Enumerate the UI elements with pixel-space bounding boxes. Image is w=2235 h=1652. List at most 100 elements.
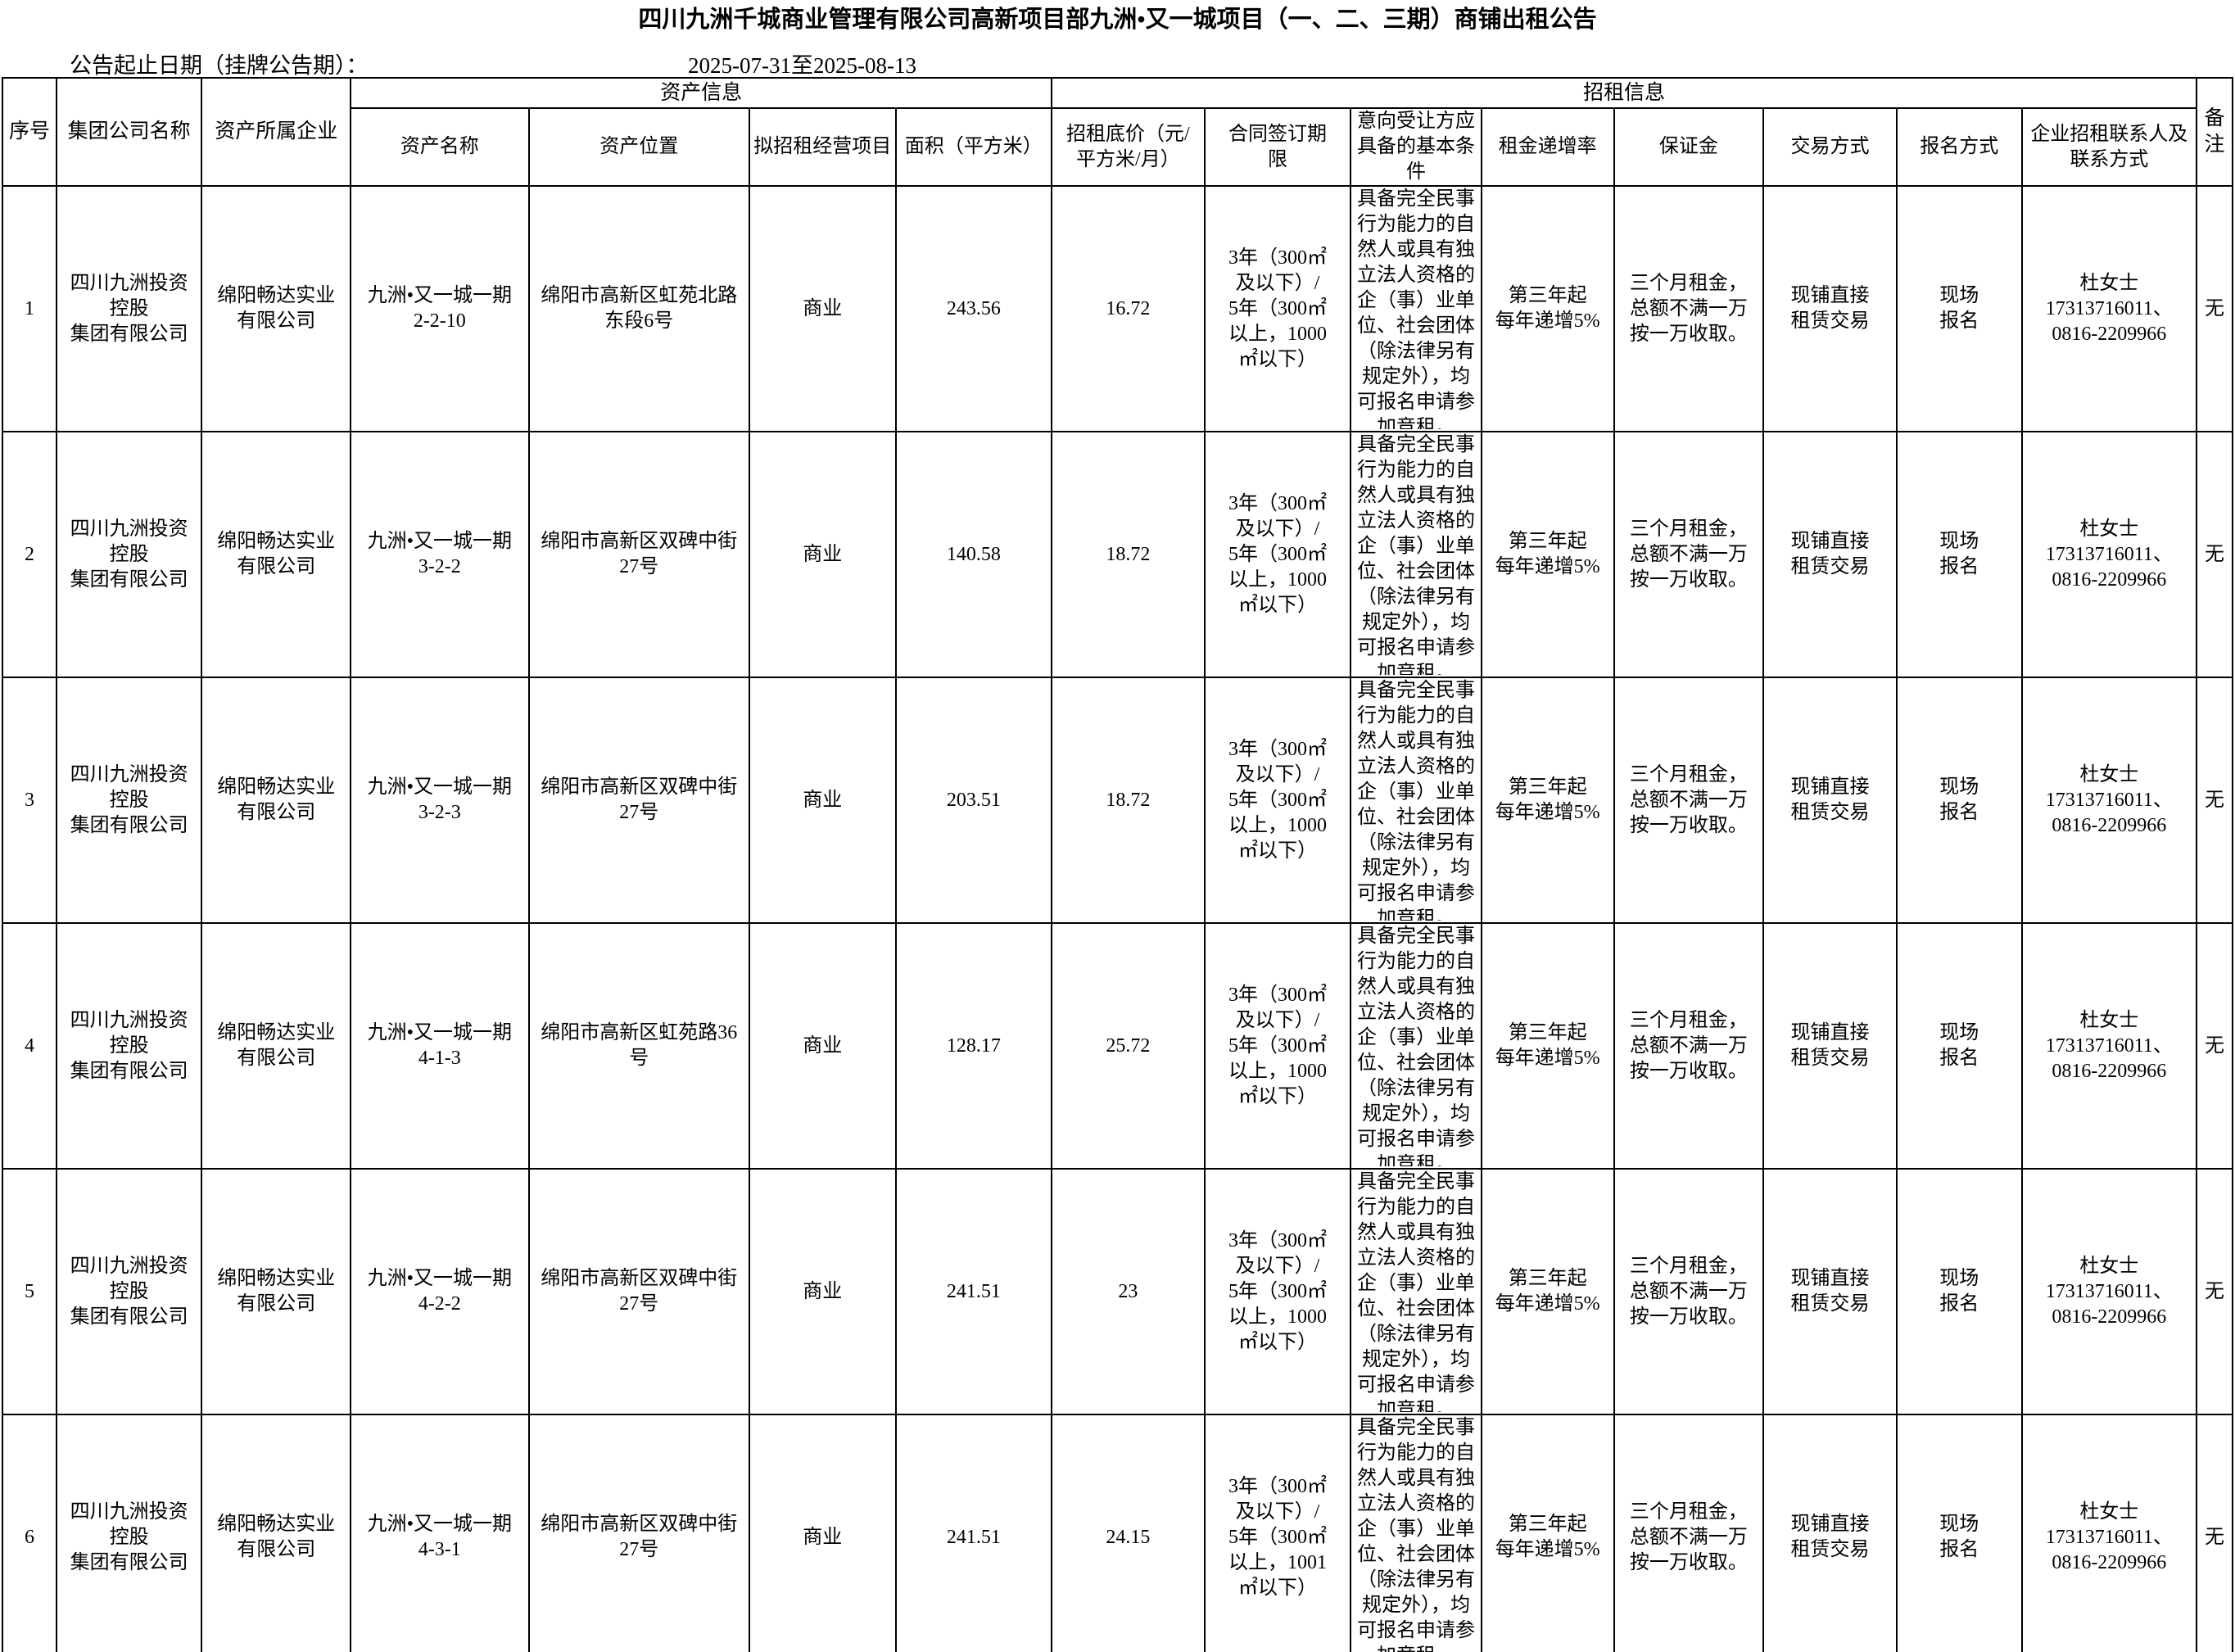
col-header-contact: 企业招租联系人及 联系方式: [2020, 107, 2198, 187]
cell-asset-owner: 绵阳畅达实业 有限公司: [201, 1414, 352, 1652]
cell-deposit: 三个月租金， 总额不满一万 按一万收取。: [1613, 431, 1765, 678]
cell-base-price: 18.72: [1051, 677, 1206, 924]
col-header-asset-location: 资产位置: [527, 107, 750, 187]
page-title: 四川九洲千城商业管理有限公司高新项目部九洲•又一城项目（一、二、三期）商铺出租公…: [638, 7, 1597, 33]
conditions-text: 具备完全民事 行为能力的自 然人或具有独 立法人资格的 企（事）业单 位、社会团…: [1357, 680, 1476, 921]
cell-seq: 2: [2, 431, 57, 678]
cell-seq: 5: [2, 1168, 57, 1415]
cell-registration-method: 现场 报名: [1895, 185, 2023, 432]
cell-area: 140.58: [894, 431, 1053, 678]
cell-business-project: 商业: [748, 922, 897, 1170]
cell-deposit: 三个月租金， 总额不满一万 按一万收取。: [1613, 922, 1765, 1170]
cell-seq: 6: [2, 1414, 57, 1652]
cell-rent-increase: 第三年起 每年递增5%: [1480, 185, 1615, 432]
group-header-rental-info: 招租信息: [1051, 77, 2198, 109]
table-row: 6 四川九洲投资 控股 集团有限公司 绵阳畅达实业 有限公司 九洲•又一城一期 …: [2, 1414, 2233, 1652]
cell-group-company: 四川九洲投资 控股 集团有限公司: [55, 677, 203, 924]
col-header-rent-increase: 租金递增率: [1480, 107, 1615, 187]
cell-asset-owner: 绵阳畅达实业 有限公司: [201, 185, 352, 432]
col-header-area: 面积（平方米）: [894, 107, 1053, 187]
cell-conditions: 具备完全民事 行为能力的自 然人或具有独 立法人资格的 企（事）业单 位、社会团…: [1350, 677, 1482, 924]
cell-base-price: 25.72: [1051, 922, 1206, 1170]
conditions-text: 具备完全民事 行为能力的自 然人或具有独 立法人资格的 企（事）业单 位、社会团…: [1357, 188, 1476, 429]
cell-deposit: 三个月租金， 总额不满一万 按一万收取。: [1613, 677, 1765, 924]
col-header-base-price: 招租底价（元/ 平方米/月）: [1051, 107, 1206, 187]
cell-conditions: 具备完全民事 行为能力的自 然人或具有独 立法人资格的 企（事）业单 位、社会团…: [1350, 1168, 1482, 1415]
cell-seq: 3: [2, 677, 57, 924]
rental-table: 序号 集团公司名称 资产所属企业 资产信息 招租信息 备 注 资产名称 资产位置…: [2, 77, 2233, 1652]
cell-contract-term: 3年（300㎡ 及以下）/ 5年（300㎡ 以上，1000 ㎡以下）: [1203, 185, 1352, 432]
cell-rent-increase: 第三年起 每年递增5%: [1480, 1414, 1615, 1652]
cell-transaction-method: 现铺直接 租赁交易: [1762, 1168, 1898, 1415]
cell-conditions: 具备完全民事 行为能力的自 然人或具有独 立法人资格的 企（事）业单 位、社会团…: [1350, 1414, 1482, 1652]
cell-contract-term: 3年（300㎡ 及以下）/ 5年（300㎡ 以上，1001 ㎡以下）: [1203, 1414, 1352, 1652]
cell-base-price: 24.15: [1051, 1414, 1206, 1652]
table-row: 4 四川九洲投资 控股 集团有限公司 绵阳畅达实业 有限公司 九洲•又一城一期 …: [2, 922, 2233, 1170]
cell-asset-name: 九洲•又一城一期 4-1-3: [350, 922, 530, 1170]
cell-remark: 无: [2196, 1168, 2233, 1415]
cell-asset-name: 九洲•又一城一期 2-2-10: [350, 185, 530, 432]
cell-conditions: 具备完全民事 行为能力的自 然人或具有独 立法人资格的 企（事）业单 位、社会团…: [1350, 922, 1482, 1170]
conditions-text: 具备完全民事 行为能力的自 然人或具有独 立法人资格的 企（事）业单 位、社会团…: [1357, 1417, 1476, 1652]
cell-base-price: 16.72: [1051, 185, 1206, 432]
cell-registration-method: 现场 报名: [1895, 677, 2023, 924]
header-sub-row: 资产名称 资产位置 拟招租经营项目 面积（平方米） 招租底价（元/ 平方米/月）…: [2, 107, 2233, 187]
cell-base-price: 23: [1051, 1168, 1206, 1415]
col-header-contract-term: 合同签订期 限: [1203, 107, 1352, 187]
cell-business-project: 商业: [748, 185, 897, 432]
cell-deposit: 三个月租金， 总额不满一万 按一万收取。: [1613, 1414, 1765, 1652]
cell-deposit: 三个月租金， 总额不满一万 按一万收取。: [1613, 185, 1765, 432]
cell-transaction-method: 现铺直接 租赁交易: [1762, 677, 1898, 924]
col-header-asset-name: 资产名称: [350, 107, 530, 187]
group-header-asset-info: 资产信息: [350, 77, 1053, 109]
cell-asset-owner: 绵阳畅达实业 有限公司: [201, 677, 352, 924]
cell-registration-method: 现场 报名: [1895, 922, 2023, 1170]
col-header-registration-method: 报名方式: [1895, 107, 2023, 187]
cell-asset-location: 绵阳市高新区双碑中街 27号: [527, 677, 750, 924]
conditions-text: 具备完全民事 行为能力的自 然人或具有独 立法人资格的 企（事）业单 位、社会团…: [1357, 1171, 1476, 1412]
cell-area: 128.17: [894, 922, 1053, 1170]
col-header-business-project: 拟招租经营项目: [748, 107, 897, 187]
cell-rent-increase: 第三年起 每年递增5%: [1480, 677, 1615, 924]
table-row: 3 四川九洲投资 控股 集团有限公司 绵阳畅达实业 有限公司 九洲•又一城一期 …: [2, 677, 2233, 924]
cell-transaction-method: 现铺直接 租赁交易: [1762, 185, 1898, 432]
cell-area: 241.51: [894, 1414, 1053, 1652]
table-row: 1 四川九洲投资 控股 集团有限公司 绵阳畅达实业 有限公司 九洲•又一城一期 …: [2, 185, 2233, 432]
cell-transaction-method: 现铺直接 租赁交易: [1762, 1414, 1898, 1652]
cell-asset-location: 绵阳市高新区虹苑路36 号: [527, 922, 750, 1170]
col-header-seq: 序号: [2, 77, 57, 187]
cell-asset-name: 九洲•又一城一期 4-2-2: [350, 1168, 530, 1415]
cell-seq: 1: [2, 185, 57, 432]
cell-contact: 杜女士 17313716011、 0816-2209966: [2020, 1414, 2198, 1652]
cell-remark: 无: [2196, 677, 2233, 924]
cell-contact: 杜女士 17313716011、 0816-2209966: [2020, 922, 2198, 1170]
cell-asset-name: 九洲•又一城一期 4-3-1: [350, 1414, 530, 1652]
cell-rent-increase: 第三年起 每年递增5%: [1480, 922, 1615, 1170]
cell-group-company: 四川九洲投资 控股 集团有限公司: [55, 1414, 203, 1652]
cell-area: 203.51: [894, 677, 1053, 924]
cell-asset-location: 绵阳市高新区双碑中街 27号: [527, 1168, 750, 1415]
conditions-text: 具备完全民事 行为能力的自 然人或具有独 立法人资格的 企（事）业单 位、社会团…: [1357, 926, 1476, 1166]
cell-area: 243.56: [894, 185, 1053, 432]
col-header-remark: 备 注: [2196, 77, 2233, 187]
cell-contact: 杜女士 17313716011、 0816-2209966: [2020, 185, 2198, 432]
cell-asset-location: 绵阳市高新区虹苑北路 东段6号: [527, 185, 750, 432]
cell-deposit: 三个月租金， 总额不满一万 按一万收取。: [1613, 1168, 1765, 1415]
col-header-asset-owner: 资产所属企业: [201, 77, 352, 187]
cell-base-price: 18.72: [1051, 431, 1206, 678]
col-header-conditions: 意向受让方应 具备的基本条 件: [1350, 107, 1482, 187]
col-header-transaction-method: 交易方式: [1762, 107, 1898, 187]
cell-contact: 杜女士 17313716011、 0816-2209966: [2020, 1168, 2198, 1415]
cell-asset-location: 绵阳市高新区双碑中街 27号: [527, 1414, 750, 1652]
cell-group-company: 四川九洲投资 控股 集团有限公司: [55, 922, 203, 1170]
cell-rent-increase: 第三年起 每年递增5%: [1480, 1168, 1615, 1415]
announcement-period: 公告起止日期（挂牌公告期）： 2025-07-31至2025-08-13: [0, 48, 2235, 78]
date-value: 2025-07-31至2025-08-13: [688, 53, 916, 78]
cell-remark: 无: [2196, 185, 2233, 432]
cell-contract-term: 3年（300㎡ 及以下）/ 5年（300㎡ 以上，1000 ㎡以下）: [1203, 922, 1352, 1170]
cell-remark: 无: [2196, 922, 2233, 1170]
cell-contract-term: 3年（300㎡ 及以下）/ 5年（300㎡ 以上，1000 ㎡以下）: [1203, 1168, 1352, 1415]
header-group-row: 序号 集团公司名称 资产所属企业 资产信息 招租信息 备 注: [2, 77, 2233, 187]
cell-group-company: 四川九洲投资 控股 集团有限公司: [55, 1168, 203, 1415]
